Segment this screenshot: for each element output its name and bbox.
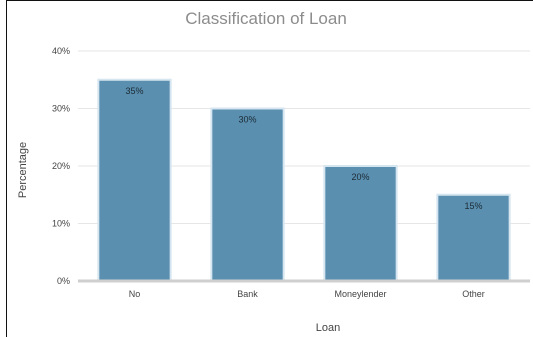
- x-axis-ticks: No Bank Moneylender Other: [129, 289, 485, 299]
- x-tick-label-no: No: [129, 289, 141, 299]
- y-tick-label: 30%: [52, 104, 70, 114]
- data-label-bank: 30%: [238, 115, 256, 125]
- data-label-other: 15%: [464, 201, 482, 211]
- y-tick-label: 0%: [57, 276, 70, 286]
- x-tick-label-bank: Bank: [237, 289, 258, 299]
- x-tick-label-other: Other: [462, 289, 485, 299]
- x-tick-label-moneylender: Moneylender: [334, 289, 386, 299]
- data-label-moneylender: 20%: [351, 172, 369, 182]
- y-tick-label: 20%: [52, 161, 70, 171]
- y-axis-label: Percentage: [17, 142, 29, 198]
- y-tick-label: 40%: [52, 46, 70, 56]
- chart-title: Classification of Loan: [185, 9, 347, 28]
- frame-left-border: [6, 0, 7, 337]
- data-label-no: 35%: [125, 86, 143, 96]
- bar-other: [436, 193, 511, 282]
- bar-data-labels: 35% 30% 20% 15%: [125, 86, 482, 211]
- x-axis-label: Loan: [316, 322, 340, 334]
- bars: [97, 78, 511, 282]
- y-axis-ticks: 0% 10% 20% 30% 40%: [52, 46, 70, 286]
- bar-bank: [210, 107, 285, 282]
- bar-no: [97, 78, 172, 282]
- y-tick-label: 10%: [52, 219, 70, 229]
- bar-moneylender: [323, 165, 398, 282]
- frame-top-border: [6, 0, 533, 1]
